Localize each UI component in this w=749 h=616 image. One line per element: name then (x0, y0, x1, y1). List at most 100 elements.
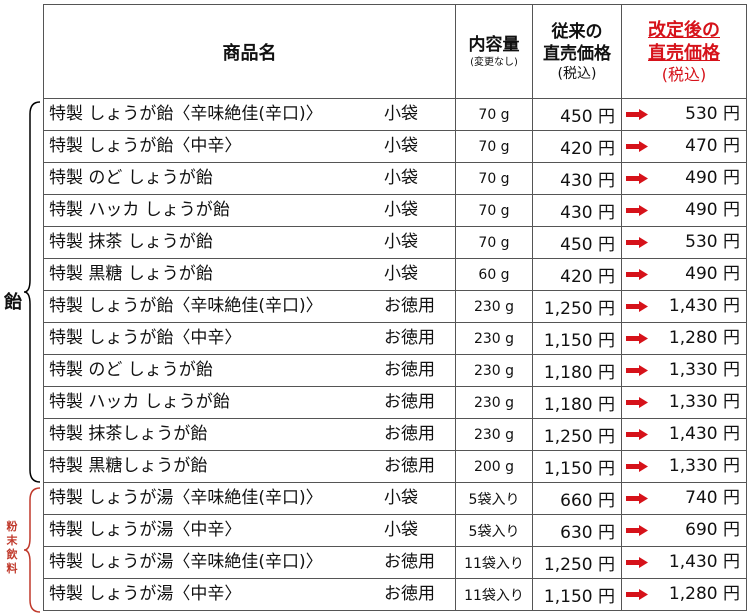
volume-cell: 230 g (455, 322, 533, 355)
product-cell: 特製 のど しょうが飴 お徳用 (43, 354, 456, 387)
old-price-cell: 660 円 (532, 482, 622, 515)
volume-cell: 11袋入り (455, 546, 533, 579)
product-name: 特製 抹茶 しょうが飴 (49, 232, 213, 252)
right-arrow-icon (626, 493, 648, 504)
volume-cell: 5袋入り (455, 482, 533, 515)
product-name: 特製 しょうが飴〈辛味絶佳(辛口)〉 (49, 104, 323, 124)
product-cell: 特製 しょうが湯〈中辛〉 お徳用 (43, 578, 456, 611)
product-name: 特製 のど しょうが飴 (49, 360, 213, 380)
right-arrow-icon (626, 237, 648, 248)
new-price: 470 円 (685, 136, 740, 156)
volume-cell: 60 g (455, 258, 533, 291)
product-name: 特製 抹茶しょうが飴 (49, 424, 208, 444)
new-price-cell: 1,330 円 (621, 354, 747, 387)
product-name: 特製 しょうが飴〈中辛〉 (49, 136, 242, 156)
package-size: お徳用 (384, 456, 435, 476)
powder-group-brace (24, 487, 41, 613)
table-row: 特製 しょうが湯〈中辛〉 お徳用 11袋入り 1,150 円 1,280 円 (43, 578, 747, 611)
old-price-cell: 1,150 円 (532, 322, 622, 355)
right-arrow-icon (626, 589, 648, 600)
new-price: 490 円 (685, 168, 740, 188)
new-price: 1,430 円 (668, 424, 740, 444)
product-cell: 特製 しょうが飴〈中辛〉 お徳用 (43, 322, 456, 355)
table-row: 特製 黒糖 しょうが飴 小袋 60 g 420 円 490 円 (43, 258, 747, 291)
new-price: 690 円 (685, 520, 740, 540)
package-size: お徳用 (384, 296, 435, 316)
new-price-cell: 740 円 (621, 482, 747, 515)
volume-cell: 70 g (455, 162, 533, 195)
table-row: 特製 ハッカ しょうが飴 お徳用 230 g 1,180 円 1,330 円 (43, 386, 747, 419)
new-price-cell: 1,430 円 (621, 546, 747, 579)
product-cell: 特製 抹茶しょうが飴 お徳用 (43, 418, 456, 451)
old-price-cell: 1,150 円 (532, 578, 622, 611)
right-arrow-icon (626, 301, 648, 312)
header-name: 商品名 (43, 4, 456, 99)
old-price-cell: 450 円 (532, 226, 622, 259)
table-row: 特製 のど しょうが飴 お徳用 230 g 1,180 円 1,330 円 (43, 354, 747, 387)
volume-cell: 230 g (455, 354, 533, 387)
new-price: 530 円 (685, 104, 740, 124)
new-price: 530 円 (685, 232, 740, 252)
new-price: 1,330 円 (668, 392, 740, 412)
product-name: 特製 しょうが湯〈辛味絶佳(辛口)〉 (49, 488, 323, 508)
header-new-price: 改定後の 直売価格 (税込) (621, 4, 747, 99)
right-arrow-icon (626, 109, 648, 120)
package-size: 小袋 (384, 200, 418, 220)
header-row: 商品名 内容量 (変更なし) 従来の 直売価格 (税込) 改定後の 直売価格 (… (43, 4, 747, 99)
package-size: 小袋 (384, 136, 418, 156)
old-price-cell: 1,250 円 (532, 546, 622, 579)
right-arrow-icon (626, 205, 648, 216)
package-size: 小袋 (384, 488, 418, 508)
right-arrow-icon (626, 173, 648, 184)
candy-group-brace (24, 101, 41, 483)
product-name: 特製 しょうが湯〈中辛〉 (49, 584, 242, 604)
new-price: 1,430 円 (668, 552, 740, 572)
new-price-cell: 1,280 円 (621, 578, 747, 611)
old-price-cell: 1,250 円 (532, 290, 622, 323)
right-arrow-icon (626, 397, 648, 408)
product-cell: 特製 ハッカ しょうが飴 小袋 (43, 194, 456, 227)
right-arrow-icon (626, 429, 648, 440)
product-cell: 特製 しょうが湯〈辛味絶佳(辛口)〉 小袋 (43, 482, 456, 515)
package-size: 小袋 (384, 232, 418, 252)
table-row: 特製 黒糖しょうが飴 お徳用 200 g 1,150 円 1,330 円 (43, 450, 747, 483)
new-price: 490 円 (685, 200, 740, 220)
old-price-cell: 1,250 円 (532, 418, 622, 451)
product-name: 特製 しょうが湯〈中辛〉 (49, 520, 242, 540)
volume-cell: 70 g (455, 226, 533, 259)
right-arrow-icon (626, 269, 648, 280)
new-price-cell: 1,280 円 (621, 322, 747, 355)
table-row: 特製 しょうが飴〈中辛〉 小袋 70 g 420 円 470 円 (43, 130, 747, 163)
product-name: 特製 のど しょうが飴 (49, 168, 213, 188)
volume-cell: 5袋入り (455, 514, 533, 547)
table-row: 特製 しょうが飴〈辛味絶佳(辛口)〉 お徳用 230 g 1,250 円 1,430 円 (43, 290, 747, 323)
right-arrow-icon (626, 525, 648, 536)
product-cell: 特製 ハッカ しょうが飴 お徳用 (43, 386, 456, 419)
product-name: 特製 黒糖しょうが飴 (49, 456, 208, 476)
product-cell: 特製 しょうが飴〈辛味絶佳(辛口)〉 小袋 (43, 98, 456, 131)
volume-cell: 70 g (455, 98, 533, 131)
table-row: 特製 ハッカ しょうが飴 小袋 70 g 430 円 490 円 (43, 194, 747, 227)
header-old-price: 従来の 直売価格 (税込) (532, 4, 622, 99)
volume-cell: 230 g (455, 418, 533, 451)
old-price-cell: 430 円 (532, 194, 622, 227)
volume-cell: 70 g (455, 194, 533, 227)
package-size: お徳用 (384, 360, 435, 380)
package-size: お徳用 (384, 328, 435, 348)
table-row: 特製 抹茶 しょうが飴 小袋 70 g 450 円 530 円 (43, 226, 747, 259)
new-price: 1,280 円 (668, 584, 740, 604)
old-price-cell: 1,180 円 (532, 354, 622, 387)
table-row: 特製 しょうが湯〈辛味絶佳(辛口)〉 小袋 5袋入り 660 円 740 円 (43, 482, 747, 515)
new-price-cell: 1,330 円 (621, 450, 747, 483)
new-price-cell: 490 円 (621, 194, 747, 227)
product-cell: 特製 しょうが飴〈辛味絶佳(辛口)〉 お徳用 (43, 290, 456, 323)
new-price: 1,430 円 (668, 296, 740, 316)
right-arrow-icon (626, 557, 648, 568)
right-arrow-icon (626, 333, 648, 344)
new-price-cell: 1,430 円 (621, 290, 747, 323)
product-cell: 特製 のど しょうが飴 小袋 (43, 162, 456, 195)
volume-cell: 70 g (455, 130, 533, 163)
old-price-cell: 1,180 円 (532, 386, 622, 419)
product-name: 特製 しょうが飴〈辛味絶佳(辛口)〉 (49, 296, 323, 316)
old-price-cell: 420 円 (532, 130, 622, 163)
